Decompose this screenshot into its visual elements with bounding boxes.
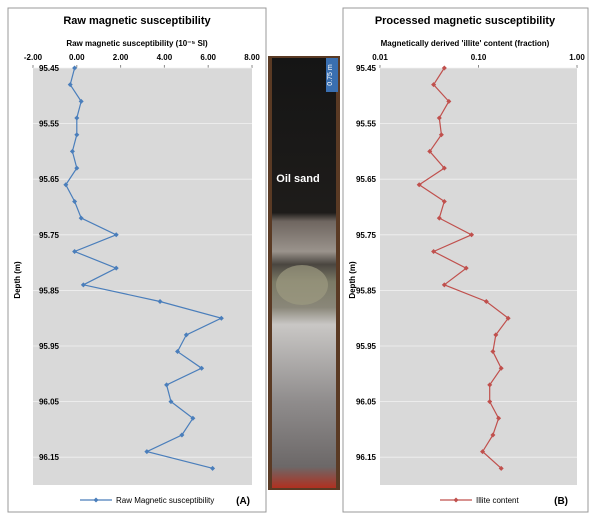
y-tick-label: 95.75 — [356, 231, 377, 240]
y-tick-label: 96.15 — [356, 453, 377, 462]
y-tick-label: 96.05 — [39, 398, 60, 407]
panel-label: (A) — [236, 496, 250, 507]
x-axis-label: Raw magnetic susceptibility (10⁻⁵ SI) — [66, 39, 208, 48]
plot-area — [380, 68, 577, 485]
scale-label: 0.75 m — [327, 64, 334, 86]
x-tick-label: 0.01 — [372, 53, 388, 62]
legend-label: Raw Magnetic susceptibility — [116, 496, 214, 505]
y-tick-label: 95.65 — [39, 175, 60, 184]
y-tick-label: 95.55 — [356, 120, 377, 129]
x-tick-label: 0.00 — [69, 53, 85, 62]
y-tick-label: 95.75 — [39, 231, 60, 240]
y-tick-label: 95.65 — [356, 175, 377, 184]
legend-label: Illite content — [476, 496, 519, 505]
y-tick-label: 96.05 — [356, 398, 377, 407]
x-tick-label: 0.10 — [471, 53, 487, 62]
core-label: Oil sand — [276, 173, 319, 185]
y-tick-label: 95.95 — [356, 342, 377, 351]
y-tick-label: 96.15 — [39, 453, 60, 462]
y-tick-label: 95.55 — [39, 120, 60, 129]
figure: 0.75 m Oil sand Raw magnetic susceptibil… — [0, 0, 594, 516]
y-tick-label: 95.45 — [39, 64, 60, 73]
x-tick-label: 6.00 — [200, 53, 216, 62]
plot-area — [33, 68, 252, 485]
x-tick-label: 1.00 — [569, 53, 585, 62]
y-axis-label: Depth (m) — [13, 261, 22, 299]
x-tick-label: 8.00 — [244, 53, 260, 62]
y-tick-label: 95.45 — [356, 64, 377, 73]
chart-title: Processed magnetic susceptibility — [375, 15, 556, 27]
x-tick-label: 4.00 — [157, 53, 173, 62]
chart-title: Raw magnetic susceptibility — [63, 15, 211, 27]
y-tick-label: 95.85 — [39, 286, 60, 295]
core-photo: 0.75 m Oil sand — [268, 56, 340, 490]
x-tick-label: -2.00 — [24, 53, 43, 62]
y-tick-label: 95.85 — [356, 286, 377, 295]
core-feature — [276, 265, 328, 305]
x-axis-label: Magnetically derived 'illite' content (f… — [381, 39, 550, 48]
x-tick-label: 2.00 — [113, 53, 129, 62]
panel-label: (B) — [554, 496, 568, 507]
y-tick-label: 95.95 — [39, 342, 60, 351]
